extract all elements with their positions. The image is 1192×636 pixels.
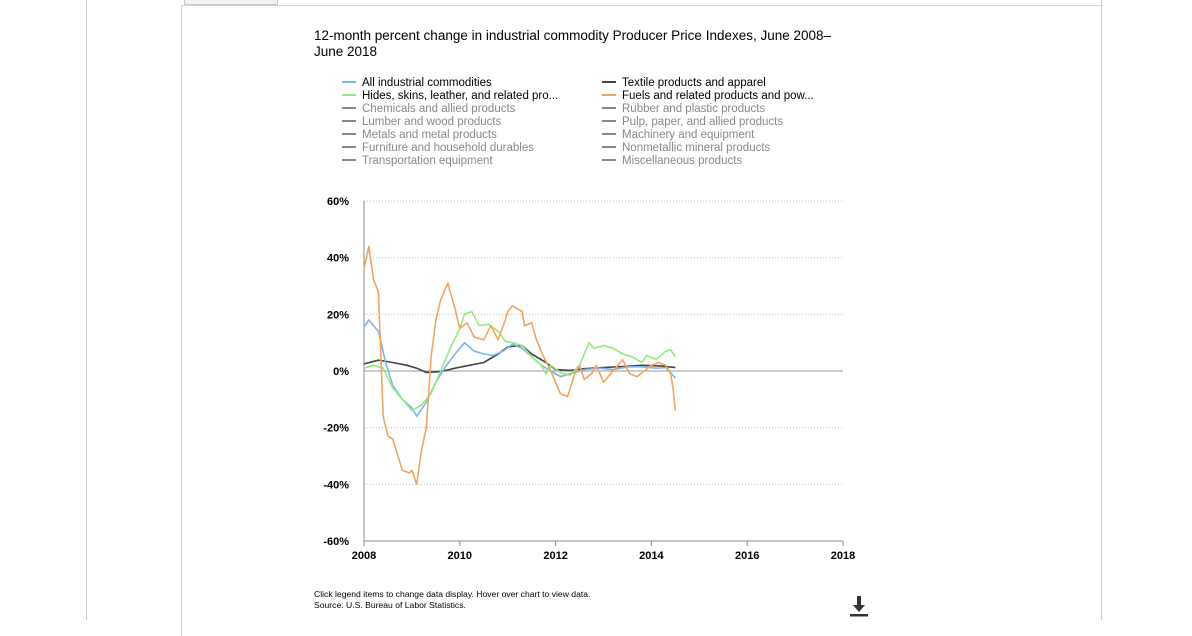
legend-swatch: [342, 145, 356, 148]
y-tick-label: 40%: [327, 253, 349, 265]
legend-swatch: [342, 119, 356, 122]
chart-plot-area[interactable]: 60% 40% 20% 0% -20% -40% -60%2008 2010 2012 2014 2…: [0, 0, 1192, 620]
legend-label: Fuels and related products and pow...: [622, 90, 814, 102]
x-tick-label: 2010: [448, 550, 472, 562]
legend-swatch: [602, 158, 616, 161]
legend-label: Hides, skins, leather, and related pro..…: [362, 90, 559, 102]
legend-label: Machinery and equipment: [622, 129, 755, 141]
legend-label: Nonmetallic mineral products: [622, 142, 771, 154]
series-line: [363, 245, 677, 486]
x-tick-label: 2014: [639, 550, 664, 562]
legend-label: Pulp, paper, and allied products: [622, 116, 784, 128]
y-tick-label: -60%: [323, 536, 349, 548]
legend-label: Lumber and wood products: [362, 116, 502, 128]
x-tick-label: 2012: [543, 550, 567, 562]
legend-item[interactable]: Fuels and related products and pow...: [602, 90, 814, 103]
chart-footnote: Click legend items to change data displa…: [314, 589, 590, 611]
legend-swatch: [342, 93, 356, 96]
legend-swatch: [342, 132, 356, 135]
y-tick-label: -40%: [323, 479, 349, 491]
legend-item[interactable]: Transportation equipment: [342, 155, 493, 168]
chart-title: 12-month percent change in industrial co…: [314, 28, 832, 59]
x-tick-label: 2018: [831, 550, 855, 562]
legend-swatch: [602, 119, 616, 122]
page-border-right: [1101, 0, 1102, 620]
legend-swatch: [602, 132, 616, 135]
legend-label: Rubber and plastic products: [622, 103, 766, 115]
series-line: [363, 344, 676, 374]
legend-item[interactable]: Lumber and wood products: [342, 116, 501, 129]
legend-swatch: [602, 93, 616, 96]
tab-stub[interactable]: [184, 0, 278, 5]
download-icon: [850, 596, 868, 617]
series-line: [363, 319, 676, 418]
legend-item[interactable]: All industrial commodities: [342, 77, 492, 90]
page-border-left: [86, 0, 87, 620]
y-tick-label: 0%: [333, 366, 349, 378]
legend-label: Chemicals and allied products: [362, 103, 516, 115]
footnote-instructions: Click legend items to change data displa…: [314, 589, 591, 599]
series-line: [363, 310, 677, 412]
y-tick-label: 20%: [327, 309, 349, 321]
legend-swatch: [602, 106, 616, 109]
legend-item[interactable]: Textile products and apparel: [602, 77, 766, 90]
legend-item[interactable]: Machinery and equipment: [602, 129, 754, 142]
legend-swatch: [342, 158, 356, 161]
footnote-source: Source: U.S. Bureau of Labor Statistics.: [314, 600, 466, 610]
download-button[interactable]: [846, 594, 872, 618]
legend-item[interactable]: Chemicals and allied products: [342, 103, 515, 116]
legend-swatch: [602, 145, 616, 148]
chart-panel: [181, 5, 1103, 636]
legend-label: Furniture and household durables: [362, 142, 534, 154]
legend-item[interactable]: Rubber and plastic products: [602, 103, 765, 116]
legend-item[interactable]: Metals and metal products: [342, 129, 497, 142]
legend-swatch: [342, 80, 356, 83]
legend-item[interactable]: Pulp, paper, and allied products: [602, 116, 783, 129]
legend-label: Textile products and apparel: [622, 77, 766, 89]
legend-item[interactable]: Furniture and household durables: [342, 142, 534, 155]
legend-label: Metals and metal products: [362, 129, 497, 141]
x-tick-label: 2008: [352, 550, 376, 562]
legend-swatch: [602, 80, 616, 83]
x-tick-label: 2016: [735, 550, 759, 562]
legend-label: Transportation equipment: [362, 155, 493, 167]
legend-item[interactable]: Hides, skins, leather, and related pro..…: [342, 90, 558, 103]
legend-label: Miscellaneous products: [622, 155, 743, 167]
legend-swatch: [342, 106, 356, 109]
y-tick-label: -20%: [323, 423, 349, 435]
legend-label: All industrial commodities: [362, 77, 492, 89]
legend-item[interactable]: Nonmetallic mineral products: [602, 142, 770, 155]
legend-item[interactable]: Miscellaneous products: [602, 155, 742, 168]
y-tick-label: 60%: [327, 196, 349, 208]
